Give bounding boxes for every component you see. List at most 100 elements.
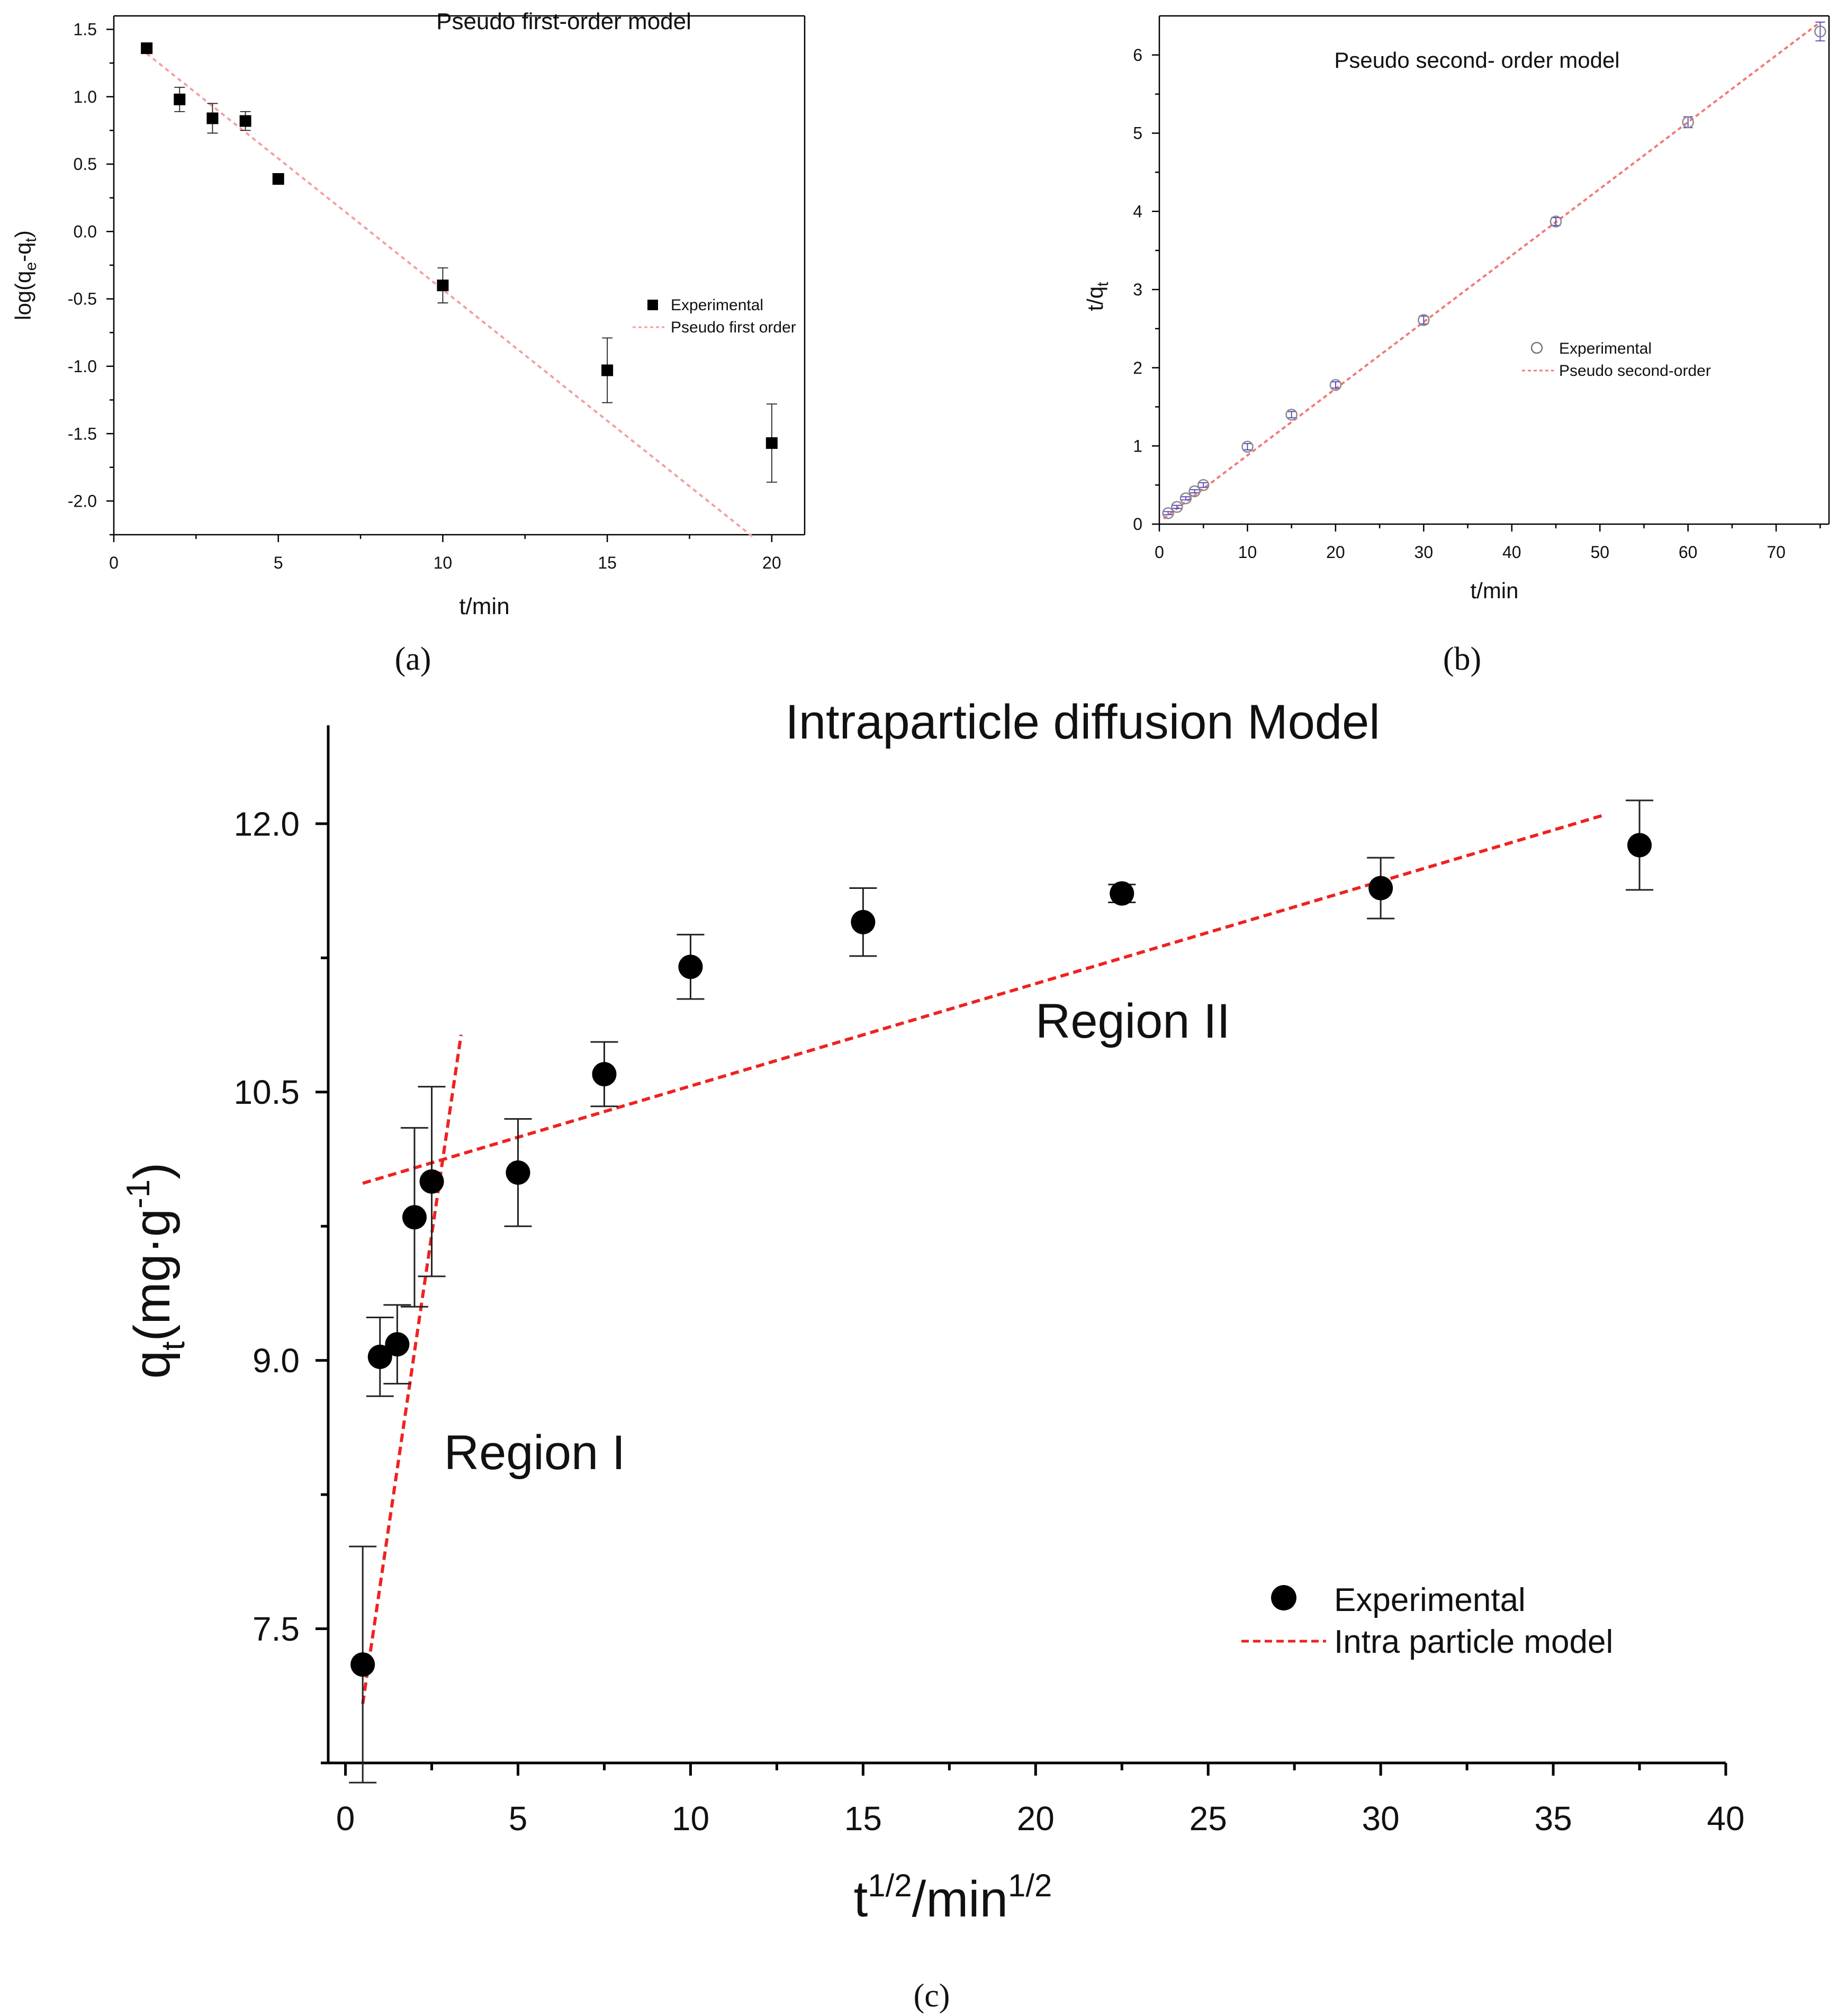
data-point: [350, 1652, 375, 1677]
y-tick-label: 1.5: [74, 20, 97, 39]
legend-a-experimental: Experimental: [671, 296, 763, 314]
x-tick-label: 5: [274, 553, 283, 572]
panel-b-y-label: t/qt: [1083, 282, 1112, 311]
data-point: [851, 910, 876, 934]
data-point: [1418, 314, 1430, 326]
y-tick-label: 10.5: [233, 1073, 300, 1111]
y-tick-label: 3: [1133, 280, 1142, 299]
panel-a-legend: Experimental Pseudo first order: [633, 296, 796, 336]
annotation-region-ii: Region II: [1035, 994, 1230, 1048]
data-point: [437, 280, 449, 292]
x-tick-label: 60: [1679, 543, 1698, 562]
data-point: [1197, 479, 1210, 491]
data-point: [1549, 215, 1562, 228]
panel-b-fit-line: [1163, 21, 1821, 520]
panel-a-x-label: t/min: [459, 593, 509, 619]
panel-c-x-ticks: 0 5 10 15 20 25 30 35 40: [336, 1763, 1745, 1838]
data-point: [174, 93, 186, 105]
legend-a-fit: Pseudo first order: [671, 319, 796, 336]
data-point: [506, 1160, 530, 1185]
panel-b-x-ticks: 0 10 20 30 40 50 60 70: [1155, 524, 1821, 562]
y-tick-label: 2: [1133, 358, 1142, 377]
y-tick-label: 6: [1133, 46, 1142, 65]
data-point: [1682, 116, 1694, 129]
y-tick-label: 5: [1133, 124, 1142, 143]
panel-c-fit-line-region-ii: [362, 813, 1606, 1185]
y-tick-label: 1: [1133, 437, 1142, 456]
data-point: [402, 1205, 427, 1230]
panel-c-y-ticks: 7.5 9.0 10.5 12.0: [233, 805, 328, 1765]
legend-b-fit: Pseudo second-order: [1559, 362, 1711, 380]
data-point: [1110, 881, 1134, 906]
panel-b-pseudo-second-order: Pseudo second- order model 0 10 20 30 40 50 60…: [1083, 15, 1830, 677]
x-tick-label: 40: [1707, 1799, 1744, 1838]
panel-b-caption: (b): [1443, 641, 1481, 677]
x-tick-label: 20: [762, 553, 781, 572]
x-tick-label: 25: [1190, 1799, 1227, 1838]
data-point: [592, 1061, 617, 1086]
data-point: [1285, 408, 1298, 421]
panel-c-intraparticle-diffusion: Intraparticle diffusion Model 0 5 10 15 20 25…: [120, 695, 1745, 2014]
data-point: [419, 1169, 444, 1194]
x-tick-label: 20: [1017, 1799, 1055, 1838]
data-point: [601, 364, 614, 376]
y-tick-label: 0.0: [74, 222, 97, 241]
x-tick-label: 15: [598, 553, 617, 572]
x-tick-label: 40: [1502, 543, 1521, 562]
x-tick-label: 5: [509, 1799, 528, 1838]
legend-a-marker: [647, 300, 658, 310]
x-tick-label: 15: [844, 1799, 882, 1838]
data-point: [272, 173, 284, 185]
panel-a-x-ticks: 0 5 10 15 20: [109, 535, 781, 572]
panel-c-experimental-points: [349, 799, 1654, 1784]
x-tick-label: 20: [1326, 543, 1345, 562]
panel-c-y-label: qt(mg·g-1): [120, 1163, 192, 1379]
panel-c-legend: Experimental Intra particle model: [1241, 1582, 1613, 1660]
data-point: [1188, 485, 1201, 498]
y-tick-label: -1.0: [68, 357, 97, 376]
y-tick-label: 0: [1133, 515, 1142, 534]
data-point: [1241, 440, 1254, 453]
legend-c-experimental: Experimental: [1334, 1582, 1526, 1618]
y-tick-label: 9.0: [253, 1342, 300, 1380]
panel-c-x-label: t1/2/min1/2: [854, 1868, 1052, 1928]
panel-a-y-label: log(qe-qt): [11, 230, 40, 320]
x-tick-label: 30: [1414, 543, 1434, 562]
data-point: [1329, 379, 1342, 391]
data-point: [1171, 501, 1183, 513]
legend-c-marker: [1271, 1585, 1296, 1610]
panel-b-y-ticks: 0 1 2 3 4 5 6: [1133, 46, 1159, 534]
panel-b-title: Pseudo second- order model: [1334, 48, 1619, 73]
panel-c-caption: (c): [914, 1978, 950, 2014]
x-tick-label: 35: [1534, 1799, 1572, 1838]
data-point: [206, 112, 219, 124]
panel-a-axes: [113, 15, 806, 536]
panel-c-title: Intraparticle diffusion Model: [785, 695, 1380, 749]
data-point: [1179, 492, 1192, 505]
x-tick-label: 0: [109, 553, 119, 572]
y-tick-label: 12.0: [233, 805, 300, 843]
data-point: [1368, 876, 1393, 901]
panel-a-caption: (a): [395, 641, 431, 677]
data-point: [385, 1332, 410, 1357]
x-tick-label: 10: [672, 1799, 709, 1838]
x-tick-label: 10: [434, 553, 453, 572]
y-tick-label: 4: [1133, 202, 1142, 221]
data-point: [1162, 507, 1174, 519]
panel-c-fit-line-region-i: [361, 1034, 463, 1704]
x-tick-label: 30: [1362, 1799, 1400, 1838]
panel-b-legend: Experimental Pseudo second-order: [1522, 340, 1711, 380]
data-point: [239, 115, 251, 127]
data-point: [1627, 833, 1652, 858]
panel-a-fit-line: [146, 52, 756, 540]
panel-b-experimental-points: [1162, 21, 1826, 519]
panel-a-y-ticks: -2.0 -1.5 -1.0 -0.5 0.0 0.5 1.0 1.5: [68, 20, 114, 536]
y-tick-label: 1.0: [74, 87, 97, 106]
panel-a-pseudo-first-order: Pseudo first-order model 0 5 10 15 20 -2.0 -1…: [11, 8, 806, 677]
y-tick-label: -0.5: [68, 290, 97, 309]
x-tick-label: 0: [336, 1799, 355, 1838]
data-point: [678, 955, 703, 979]
x-tick-label: 50: [1590, 543, 1609, 562]
panel-c-axes: [327, 725, 1726, 1765]
